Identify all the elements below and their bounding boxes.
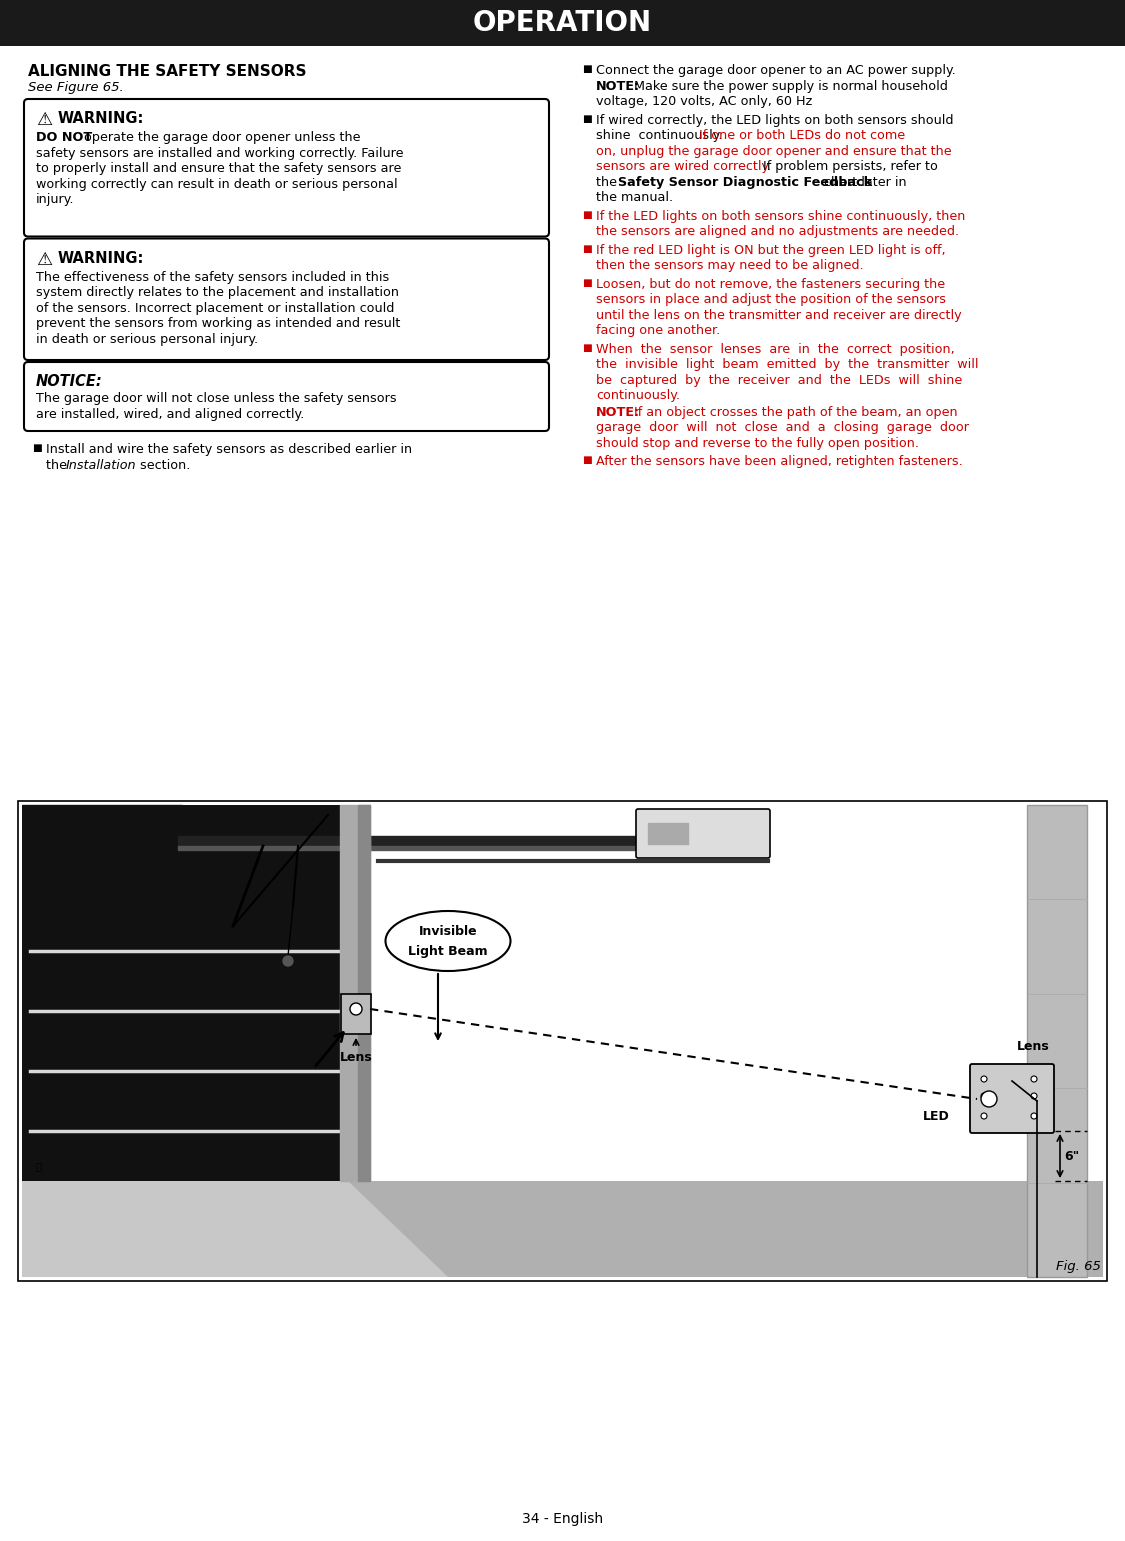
Text: chart later in: chart later in [820, 176, 907, 188]
FancyBboxPatch shape [24, 99, 549, 236]
Text: NOTE:: NOTE: [596, 405, 640, 419]
Text: voltage, 120 volts, AC only, 60 Hz: voltage, 120 volts, AC only, 60 Hz [596, 96, 812, 108]
Text: ■: ■ [582, 210, 592, 219]
Text: the  invisible  light  beam  emitted  by  the  transmitter  will: the invisible light beam emitted by the … [596, 358, 979, 371]
Text: When  the  sensor  lenses  are  in  the  correct  position,: When the sensor lenses are in the correc… [596, 342, 955, 356]
Text: Make sure the power supply is normal household: Make sure the power supply is normal hou… [634, 80, 948, 92]
Text: If one or both LEDs do not come: If one or both LEDs do not come [699, 129, 906, 142]
Text: working correctly can result in death or serious personal: working correctly can result in death or… [36, 177, 397, 191]
Text: DO NOT: DO NOT [36, 131, 92, 143]
Text: Invisible: Invisible [418, 925, 477, 937]
Text: OPERATION: OPERATION [472, 9, 652, 37]
Text: LED: LED [924, 1110, 950, 1122]
Circle shape [1030, 1076, 1037, 1082]
Text: Installation: Installation [66, 459, 136, 472]
Text: prevent the sensors from working as intended and result: prevent the sensors from working as inte… [36, 317, 400, 330]
Text: operate the garage door opener unless the: operate the garage door opener unless th… [80, 131, 360, 143]
Text: sensors in place and adjust the position of the sensors: sensors in place and adjust the position… [596, 293, 946, 307]
Text: Loosen, but do not remove, the fasteners securing the: Loosen, but do not remove, the fasteners… [596, 277, 945, 291]
FancyBboxPatch shape [970, 1063, 1054, 1133]
Circle shape [1030, 1093, 1037, 1099]
Text: ■: ■ [32, 442, 42, 453]
Text: to properly install and ensure that the safety sensors are: to properly install and ensure that the … [36, 162, 402, 176]
Text: Fig. 65: Fig. 65 [1056, 1261, 1101, 1273]
Text: ⚠: ⚠ [36, 111, 52, 129]
FancyBboxPatch shape [0, 0, 1125, 46]
FancyBboxPatch shape [18, 801, 1107, 1281]
Text: sensors are wired correctly.: sensors are wired correctly. [596, 160, 772, 173]
Text: If wired correctly, the LED lights on both sensors should: If wired correctly, the LED lights on bo… [596, 114, 954, 126]
Text: See Figure 65.: See Figure 65. [28, 82, 124, 94]
Text: ■: ■ [582, 114, 592, 123]
Text: the: the [596, 176, 621, 188]
Text: The garage door will not close unless the safety sensors: The garage door will not close unless th… [36, 391, 397, 405]
Text: are installed, wired, and aligned correctly.: are installed, wired, and aligned correc… [36, 407, 304, 421]
Text: then the sensors may need to be aligned.: then the sensors may need to be aligned. [596, 259, 864, 273]
FancyBboxPatch shape [341, 994, 371, 1034]
Text: ■: ■ [582, 65, 592, 74]
Text: ⚠: ⚠ [36, 251, 52, 268]
Text: injury.: injury. [36, 193, 74, 206]
Text: should stop and reverse to the fully open position.: should stop and reverse to the fully ope… [596, 436, 919, 450]
Text: After the sensors have been aligned, retighten fasteners.: After the sensors have been aligned, ret… [596, 455, 963, 468]
Text: section.: section. [136, 459, 190, 472]
Text: the: the [46, 459, 71, 472]
Text: in death or serious personal injury.: in death or serious personal injury. [36, 333, 258, 345]
Text: 6": 6" [1064, 1150, 1079, 1162]
FancyBboxPatch shape [636, 809, 770, 858]
Text: ■: ■ [582, 455, 592, 465]
FancyBboxPatch shape [1027, 804, 1087, 1277]
Text: garage  door  will  not  close  and  a  closing  garage  door: garage door will not close and a closing… [596, 421, 969, 435]
Text: If the LED lights on both sensors shine continuously, then: If the LED lights on both sensors shine … [596, 210, 965, 222]
Text: Lens: Lens [1017, 1040, 1050, 1053]
Polygon shape [22, 1180, 1102, 1277]
Circle shape [981, 1076, 987, 1082]
Circle shape [981, 1113, 987, 1119]
Text: If the red LED light is ON but the green LED light is off,: If the red LED light is ON but the green… [596, 243, 946, 256]
Text: be  captured  by  the  receiver  and  the  LEDs  will  shine: be captured by the receiver and the LEDs… [596, 373, 962, 387]
Text: shine  continuously.: shine continuously. [596, 129, 727, 142]
Text: of the sensors. Incorrect placement or installation could: of the sensors. Incorrect placement or i… [36, 302, 395, 314]
Text: on, unplug the garage door opener and ensure that the: on, unplug the garage door opener and en… [596, 145, 952, 157]
Text: the manual.: the manual. [596, 191, 673, 203]
Text: safety sensors are installed and working correctly. Failure: safety sensors are installed and working… [36, 146, 404, 160]
Circle shape [284, 955, 292, 966]
Text: 34 - English: 34 - English [522, 1512, 603, 1526]
Text: ■: ■ [582, 243, 592, 254]
Polygon shape [348, 1180, 1102, 1277]
Text: ■: ■ [582, 342, 592, 353]
Text: NOTICE:: NOTICE: [36, 374, 102, 388]
Text: Light Beam: Light Beam [408, 945, 488, 957]
Text: The effectiveness of the safety sensors included in this: The effectiveness of the safety sensors … [36, 271, 389, 284]
Text: Connect the garage door opener to an AC power supply.: Connect the garage door opener to an AC … [596, 65, 956, 77]
Text: Safety Sensor Diagnostic Feedback: Safety Sensor Diagnostic Feedback [618, 176, 872, 188]
Text: continuously.: continuously. [596, 388, 680, 402]
Circle shape [981, 1093, 987, 1099]
Circle shape [350, 1003, 362, 1016]
Text: 🔧: 🔧 [36, 1160, 42, 1171]
Circle shape [1030, 1113, 1037, 1119]
Text: Install and wire the safety sensors as described earlier in: Install and wire the safety sensors as d… [46, 442, 412, 456]
Circle shape [981, 1091, 997, 1106]
Text: ■: ■ [582, 277, 592, 288]
Text: facing one another.: facing one another. [596, 324, 720, 337]
FancyBboxPatch shape [24, 239, 549, 361]
Text: WARNING:: WARNING: [58, 111, 144, 126]
Text: the sensors are aligned and no adjustments are needed.: the sensors are aligned and no adjustmen… [596, 225, 960, 237]
Text: If an object crosses the path of the beam, an open: If an object crosses the path of the bea… [634, 405, 957, 419]
Text: Lens: Lens [340, 1051, 372, 1063]
FancyBboxPatch shape [24, 362, 549, 431]
Text: until the lens on the transmitter and receiver are directly: until the lens on the transmitter and re… [596, 308, 962, 322]
Ellipse shape [386, 911, 511, 971]
Text: NOTE:: NOTE: [596, 80, 640, 92]
Text: WARNING:: WARNING: [58, 251, 144, 265]
Polygon shape [22, 804, 348, 1180]
Text: ALIGNING THE SAFETY SENSORS: ALIGNING THE SAFETY SENSORS [28, 65, 306, 79]
Text: If problem persists, refer to: If problem persists, refer to [759, 160, 938, 173]
Text: system directly relates to the placement and installation: system directly relates to the placement… [36, 287, 399, 299]
